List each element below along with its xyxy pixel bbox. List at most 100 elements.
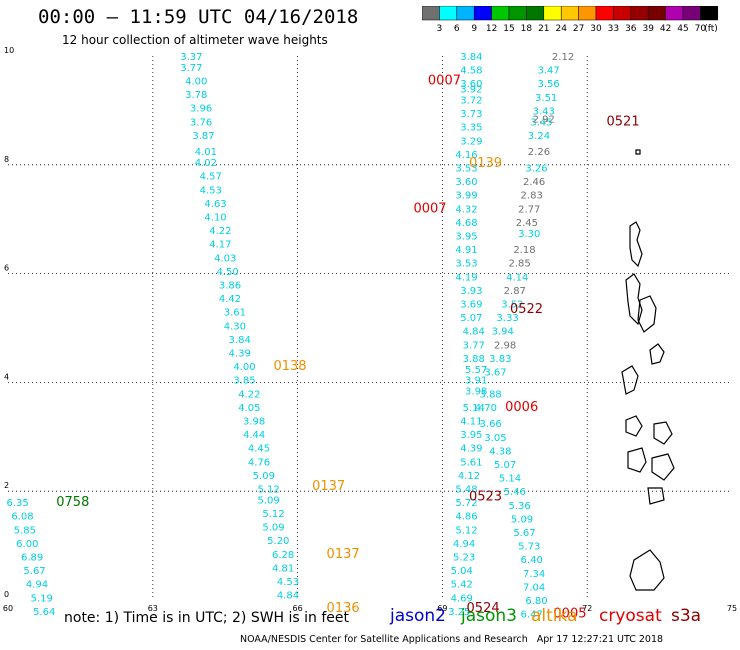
wave-height-point: 3.88 — [463, 354, 485, 365]
pass-time-label: 0523 — [469, 490, 502, 505]
timestamp-text: Apr 17 12:27:21 UTC 2018 — [536, 634, 664, 645]
wave-height-point: 3.95 — [455, 232, 477, 243]
wave-height-point: 3.67 — [484, 368, 506, 379]
wave-height-point: 4.57 — [200, 172, 222, 183]
pass-time-label: 0521 — [607, 114, 640, 129]
coastline-island — [621, 365, 639, 395]
wave-height-point: 6.08 — [11, 512, 33, 523]
wave-height-point: 4.22 — [238, 389, 260, 400]
wave-height-point: 4.05 — [238, 403, 260, 414]
y-tick-label: 6 — [4, 264, 9, 273]
wave-height-point: 3.84 — [229, 335, 251, 346]
wave-height-point: 3.73 — [460, 109, 482, 120]
wave-height-point: 5.36 — [508, 501, 530, 512]
wave-height-point: 3.88 — [480, 389, 502, 400]
wave-height-point: 3.83 — [489, 354, 511, 365]
wave-height-point: 3.99 — [455, 191, 477, 202]
legend-altika: altika — [531, 606, 578, 626]
wave-height-point: 5.09 — [511, 514, 533, 525]
wave-height-point: 4.02 — [195, 158, 217, 169]
wave-height-point: 4.16 — [455, 150, 477, 161]
wave-height-point: 3.94 — [492, 327, 514, 338]
wave-height-point: 3.98 — [465, 387, 487, 398]
wave-height-point: 6.28 — [272, 550, 294, 561]
wave-height-point: 3.05 — [484, 433, 506, 444]
wave-height-point: 3.61 — [224, 308, 246, 319]
wave-height-point: 3.45 — [530, 117, 552, 128]
wave-height-point: 4.81 — [272, 563, 294, 574]
wave-height-point: 4.86 — [455, 512, 477, 523]
coastline-island — [651, 453, 675, 481]
wave-height-point: 4.84 — [277, 591, 299, 602]
wave-height-point: 4.44 — [243, 430, 265, 441]
wave-height-point: 4.01 — [195, 147, 217, 158]
wave-height-point: 3.30 — [518, 229, 540, 240]
wave-height-point: 3.84 — [460, 52, 482, 63]
wave-height-point: 5.04 — [451, 566, 473, 577]
pass-time-label: 0137 — [312, 479, 345, 494]
wave-height-point: 3.37 — [180, 52, 202, 63]
pass-time-label: 0139 — [469, 156, 502, 171]
wave-height-point: 5.85 — [14, 525, 36, 536]
wave-height-point: 7.04 — [523, 582, 545, 593]
pass-time-label: 0758 — [56, 495, 89, 510]
y-tick-label: 0 — [4, 590, 9, 599]
wave-height-point: 5.12 — [455, 525, 477, 536]
wave-height-point: 4.11 — [460, 416, 482, 427]
colorbar-label: 6 — [454, 24, 460, 34]
colorbar-label: 27 — [573, 24, 584, 34]
wave-height-point: 3.25 — [448, 607, 470, 618]
wave-height-point: 3.93 — [460, 286, 482, 297]
colorbar-label: 33 — [608, 24, 619, 34]
wave-height-point: 5.20 — [267, 536, 289, 547]
colorbar-label: 21 — [538, 24, 549, 34]
wave-height-point: 2.12 — [552, 52, 574, 63]
colorbar-label: 70 — [695, 24, 707, 34]
note-text: note: 1) Time is in UTC; 2) SWH is in fe… — [64, 610, 350, 626]
wave-height-point: 5.42 — [451, 580, 473, 591]
wave-height-point: 6.40 — [521, 555, 543, 566]
wave-height-point: 3.87 — [192, 131, 214, 142]
wave-height-point: 5.14 — [499, 474, 521, 485]
wave-height-point: 3.26 — [525, 164, 547, 175]
x-tick-label: 60 — [3, 604, 13, 613]
coastline-island — [649, 343, 665, 365]
wave-height-point: 3.35 — [460, 123, 482, 134]
wave-height-point: 3.56 — [537, 79, 559, 90]
wave-height-point: 3.47 — [537, 66, 559, 77]
wave-height-point: 6.35 — [7, 498, 29, 509]
wave-height-point: 2.45 — [516, 218, 538, 229]
wave-height-point: 4.14 — [506, 272, 528, 283]
wave-height-point: 4.70 — [475, 403, 497, 414]
wave-height-point: 5.57 — [465, 365, 487, 376]
wave-height-point: 5.23 — [453, 552, 475, 563]
wave-height-point: 2.92 — [533, 115, 555, 126]
wave-height-point: 6.00 — [16, 539, 38, 550]
wave-height-point: 5.73 — [518, 542, 540, 553]
wave-height-point: 4.84 — [463, 327, 485, 338]
page-subtitle: 12 hour collection of altimeter wave hei… — [62, 33, 328, 47]
wave-height-point: 3.69 — [460, 300, 482, 311]
coastline-island — [629, 221, 643, 268]
coastline-island — [625, 415, 643, 437]
wave-height-point: 3.86 — [219, 280, 241, 291]
wave-height-point: 3.76 — [190, 117, 212, 128]
wave-height-point: 4.76 — [248, 457, 270, 468]
colorbar-label: 24 — [555, 24, 567, 34]
wave-height-point: 3.29 — [460, 136, 482, 147]
wave-height-point: 2.77 — [518, 204, 540, 215]
wave-height-point: 4.00 — [185, 76, 207, 87]
wave-height-point: 4.63 — [204, 199, 226, 210]
colorbar-label: 15 — [503, 24, 514, 34]
wave-height-point: 2.85 — [508, 259, 530, 270]
wave-height-point: 2.46 — [523, 177, 545, 188]
wave-height-point: 4.12 — [458, 471, 480, 482]
wave-height-point: 4.17 — [209, 240, 231, 251]
wave-height-point: 4.50 — [216, 267, 238, 278]
wave-height-point: 3.53 — [455, 164, 477, 175]
coastline-island — [653, 421, 673, 445]
x-tick-label: 72 — [582, 604, 592, 613]
colorbar-label: 18 — [521, 24, 533, 34]
colorbar-label: 12 — [486, 24, 497, 34]
